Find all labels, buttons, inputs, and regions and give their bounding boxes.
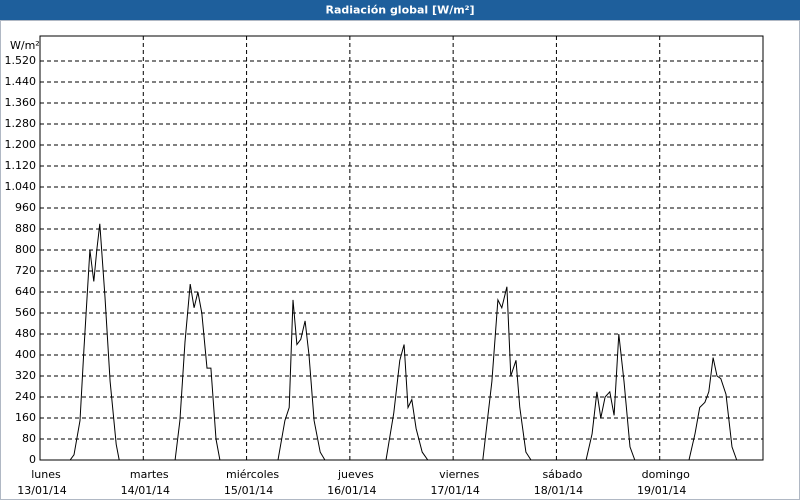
x-tick-label: lunes — [31, 468, 61, 481]
y-tick-label: 880 — [15, 222, 36, 235]
y-tick-label: 720 — [15, 264, 36, 277]
x-tick-label: sábado — [542, 468, 582, 481]
y-tick-label: 1.120 — [5, 159, 37, 172]
x-tick-date: 15/01/14 — [224, 484, 273, 497]
y-tick-label: 560 — [15, 306, 36, 319]
y-tick-label: 1.200 — [5, 138, 37, 151]
y-tick-label: 960 — [15, 201, 36, 214]
y-tick-label: 1.440 — [5, 75, 37, 88]
x-tick-date: 17/01/14 — [430, 484, 479, 497]
data-line — [40, 223, 757, 461]
x-tick-label: jueves — [337, 468, 374, 481]
y-tick-label: 480 — [15, 327, 36, 340]
x-tick-date: 16/01/14 — [327, 484, 376, 497]
x-tick-date: 14/01/14 — [121, 484, 170, 497]
y-tick-label: 1.360 — [5, 96, 37, 109]
x-tick-date: 18/01/14 — [534, 484, 583, 497]
x-tick-date: 13/01/14 — [17, 484, 66, 497]
y-tick-label: 240 — [15, 390, 36, 403]
y-tick-label: 640 — [15, 285, 36, 298]
window-border — [0, 20, 800, 500]
y-tick-label: 800 — [15, 243, 36, 256]
x-tick-label: domingo — [642, 468, 690, 481]
y-axis-label: W/m² — [10, 39, 40, 52]
y-tick-label: 400 — [15, 348, 36, 361]
x-tick-label: miércoles — [226, 468, 279, 481]
y-tick-label: 80 — [22, 432, 36, 445]
plot-frame — [39, 35, 764, 461]
y-tick-label: 160 — [15, 411, 36, 424]
chart-title: Radiación global [W/m²] — [325, 4, 474, 17]
x-tick-date: 19/01/14 — [637, 484, 686, 497]
title-bar — [0, 0, 800, 20]
y-tick-label: 1.280 — [5, 117, 37, 130]
x-tick-label: viernes — [439, 468, 479, 481]
y-tick-label: 320 — [15, 369, 36, 382]
y-tick-label: 1.520 — [5, 54, 37, 67]
x-tick-label: martes — [130, 468, 169, 481]
y-tick-label: 0 — [29, 453, 36, 466]
y-tick-label: 1.040 — [5, 180, 37, 193]
